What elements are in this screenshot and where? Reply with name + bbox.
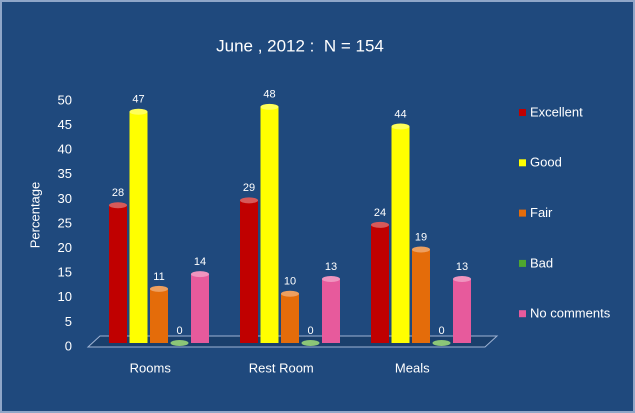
bar-cap	[191, 271, 209, 278]
y-tick-label: 10	[58, 289, 72, 304]
bar-cap	[453, 276, 471, 283]
data-label: 48	[263, 89, 275, 101]
data-label: 0	[176, 325, 182, 337]
y-tick-label: 40	[58, 142, 72, 157]
data-label: 0	[438, 325, 444, 337]
y-axis-title: Percentage	[27, 182, 42, 249]
data-label: 10	[284, 276, 296, 288]
bar-cap	[412, 246, 430, 253]
data-label: 44	[394, 108, 406, 120]
bar-cap	[371, 221, 389, 228]
bar-cap	[322, 276, 340, 283]
legend-label: Fair	[530, 205, 553, 220]
legend-swatch	[519, 159, 526, 167]
bar	[453, 279, 471, 343]
y-tick-label: 15	[58, 265, 72, 280]
legend-label: Excellent	[530, 104, 583, 119]
bar-cap	[432, 340, 451, 346]
legend-label: No comments	[530, 306, 611, 321]
y-tick-label: 45	[58, 117, 72, 132]
bar-cap	[260, 103, 279, 110]
data-label: 13	[456, 261, 468, 273]
bar	[281, 293, 299, 343]
y-tick-label: 20	[58, 240, 72, 255]
bar	[240, 200, 258, 343]
bar-cap	[170, 340, 189, 346]
data-label: 28	[112, 187, 124, 199]
bar-cap	[129, 108, 148, 115]
legend-label: Bad	[530, 255, 553, 270]
data-label: 13	[325, 261, 337, 273]
legend-swatch	[519, 259, 526, 267]
x-tick-label: Rooms	[130, 360, 172, 375]
y-tick-label: 25	[58, 215, 72, 230]
legend-label: Good	[530, 155, 562, 170]
bar	[191, 274, 209, 343]
bar-cap	[301, 340, 320, 346]
bar	[322, 279, 340, 343]
chart-title: June , 2012 : N = 154	[216, 36, 384, 55]
bar-cap	[150, 285, 168, 292]
y-tick-label: 30	[58, 191, 72, 206]
data-label: 24	[374, 207, 386, 219]
bar-cap	[109, 202, 127, 209]
data-label: 14	[194, 256, 206, 268]
bar-cap	[240, 197, 258, 204]
bar	[371, 224, 389, 343]
bar	[109, 205, 127, 343]
bar	[412, 249, 430, 343]
y-tick-label: 5	[65, 314, 72, 329]
y-tick-label: 35	[58, 166, 72, 181]
y-tick-label: 0	[65, 338, 72, 353]
y-tick-label: 50	[58, 92, 72, 107]
data-label: 11	[153, 271, 164, 283]
bar	[150, 288, 168, 343]
bar	[391, 126, 410, 344]
bar-cap	[281, 290, 299, 297]
data-label: 19	[415, 231, 427, 243]
data-label: 47	[132, 94, 144, 106]
bar-cap	[391, 123, 410, 130]
legend-swatch	[519, 109, 526, 116]
x-tick-label: Meals	[395, 360, 430, 375]
x-tick-label: Rest Room	[249, 360, 314, 375]
legend-swatch	[519, 310, 526, 318]
bar	[129, 111, 148, 343]
data-label: 0	[307, 325, 313, 337]
bar	[260, 106, 279, 343]
data-label: 29	[243, 182, 255, 194]
legend-swatch	[519, 209, 526, 217]
